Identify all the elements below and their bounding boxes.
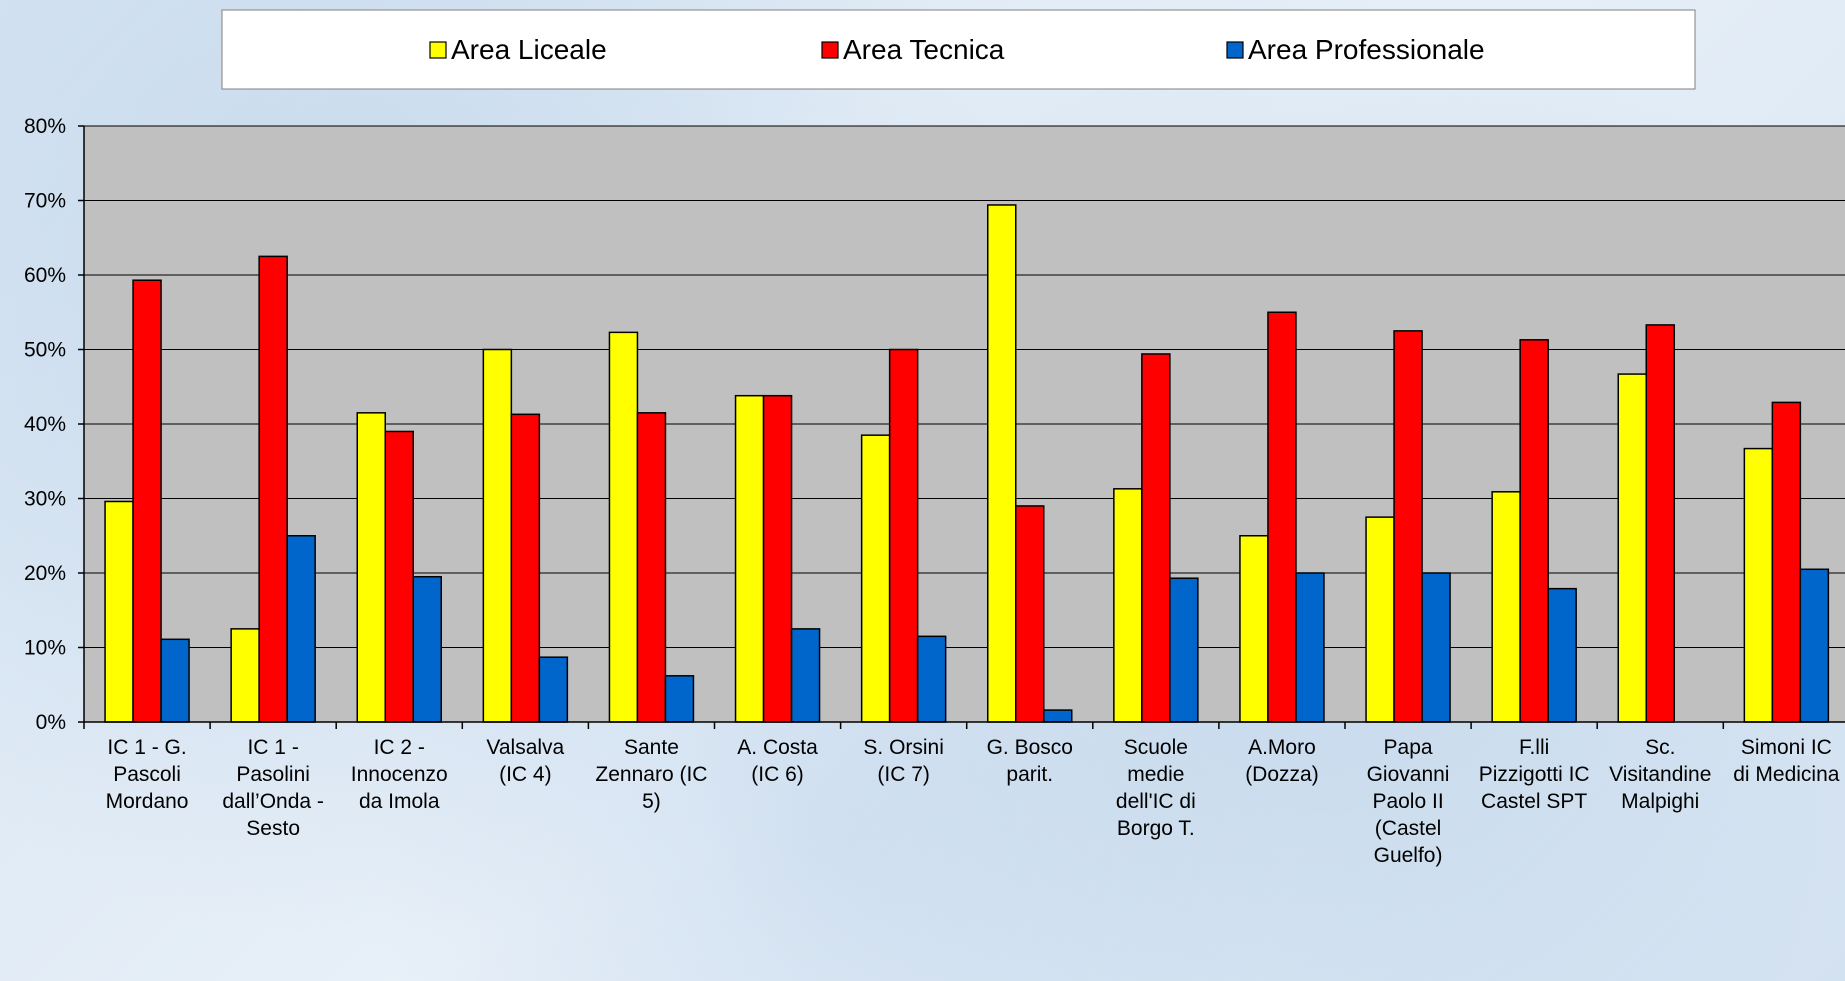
bar-area-professionale — [1043, 709, 1073, 723]
bar-area-liceale — [734, 394, 765, 723]
x-category-label: IC 1 -Pasolini dall’Onda -Sesto — [222, 736, 324, 840]
bar-area-professionale — [160, 638, 190, 723]
bar-area-liceale — [230, 628, 260, 723]
x-category-label: Valsalva (IC 4) — [486, 736, 564, 786]
bar-area-professionale — [1295, 572, 1325, 723]
bar-area-liceale — [987, 204, 1017, 723]
bar-area-tecnica — [510, 413, 541, 723]
legend-item: Area Tecnica — [821, 34, 1005, 65]
bar-area-professionale — [790, 628, 821, 723]
bar-area-professionale — [412, 575, 442, 723]
legend-label: Area Liceale — [451, 34, 607, 65]
bar-area-professionale — [1547, 587, 1577, 723]
bar-area-professionale — [1799, 568, 1830, 723]
bar-area-tecnica — [1393, 330, 1423, 723]
y-tick-label: 30% — [24, 488, 66, 511]
bar-area-professionale — [1421, 572, 1451, 723]
bar-area-tecnica — [762, 394, 793, 723]
legend-item: Area Liceale — [429, 34, 607, 65]
legend-swatch — [1226, 41, 1244, 59]
bar-area-tecnica — [1771, 401, 1802, 723]
legend: Area Liceale Area Tecnica Area Professiona… — [221, 9, 1696, 90]
bar-area-liceale — [482, 348, 513, 723]
legend-item: Area Professionale — [1226, 34, 1485, 65]
bar-area-tecnica — [1141, 353, 1171, 723]
bar-area-professionale — [916, 635, 947, 723]
x-category-label: Papa Giovanni Paolo II (Castel Guelfo) — [1367, 736, 1450, 867]
bar-area-liceale — [1239, 535, 1269, 723]
y-tick-label: 70% — [24, 190, 66, 213]
bar-area-liceale — [1113, 488, 1143, 723]
bar-area-liceale — [860, 434, 891, 723]
x-category-label: S. Orsini (IC 7) — [863, 736, 944, 786]
x-category-label: IC 2 -Innocenzo da Imola — [351, 736, 448, 813]
bar-area-professionale — [286, 535, 316, 723]
legend-label: Area Tecnica — [843, 34, 1005, 65]
x-category-label: A. Costa (IC 6) — [737, 736, 818, 786]
legend-swatch — [821, 41, 839, 59]
y-tick-label: 60% — [24, 264, 66, 287]
bar-area-tecnica — [636, 412, 667, 723]
bar-area-professionale — [664, 675, 695, 723]
bar-area-tecnica — [384, 430, 414, 723]
y-tick-label: 0% — [36, 711, 66, 734]
bar-area-liceale — [1743, 447, 1774, 723]
bar-area-liceale — [356, 412, 386, 723]
x-category-label: Simoni IC di Medicina — [1733, 736, 1840, 786]
bar-area-tecnica — [888, 348, 919, 723]
y-tick-label: 10% — [24, 637, 66, 660]
bar-area-tecnica — [1267, 311, 1297, 723]
bar-area-liceale — [1365, 516, 1395, 723]
y-tick-label: 80% — [24, 115, 66, 138]
bar-area-tecnica — [1015, 505, 1045, 723]
x-category-label: Scuole medie dell'IC di Borgo T. — [1116, 736, 1196, 840]
bar-area-liceale — [104, 500, 134, 723]
bar-area-tecnica — [1519, 339, 1549, 723]
legend-swatch — [429, 41, 447, 59]
x-category-label: G. Bosco parit. — [987, 736, 1073, 786]
bar-area-liceale — [1491, 491, 1521, 723]
x-category-label: F.lli Pizzigotti IC Castel SPT — [1479, 736, 1590, 813]
x-category-label: Sante Zennaro (IC 5) — [595, 736, 707, 813]
bar-area-tecnica — [132, 279, 162, 723]
legend-box — [221, 9, 1696, 90]
x-category-label: A.Moro (Dozza) — [1245, 736, 1319, 786]
y-tick-label: 20% — [24, 562, 66, 585]
bar-area-tecnica — [258, 255, 288, 723]
bar-area-tecnica — [1645, 324, 1675, 723]
y-tick-label: 50% — [24, 339, 66, 362]
x-category-label: Sc. Visitandine Malpighi — [1609, 736, 1711, 813]
bar-area-liceale — [608, 331, 639, 723]
bar-area-professionale — [538, 656, 569, 723]
x-category-label: IC 1 - G. Pascoli Mordano — [106, 736, 189, 813]
bar-area-liceale — [1617, 373, 1647, 723]
legend-label: Area Professionale — [1248, 34, 1485, 65]
y-tick-label: 40% — [24, 413, 66, 436]
bar-area-professionale — [1169, 577, 1199, 723]
